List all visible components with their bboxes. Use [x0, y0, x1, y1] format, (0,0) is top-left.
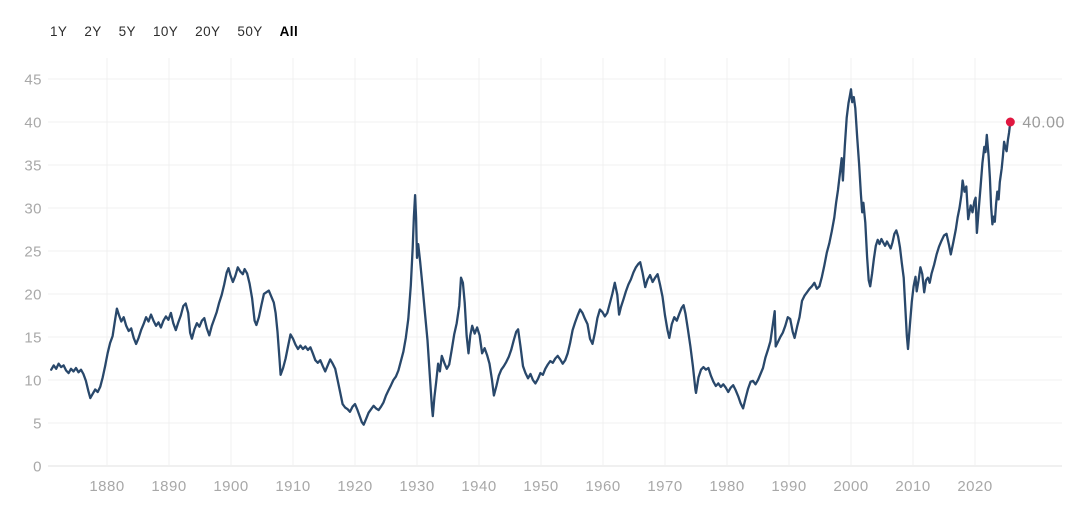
svg-text:1910: 1910 [275, 478, 310, 495]
y-axis-tick-labels: 0 5 10 15 20 25 30 35 40 45 [24, 72, 42, 476]
pe-ratio-series-line [50, 88, 1012, 426]
svg-text:1940: 1940 [461, 478, 496, 495]
svg-text:5: 5 [33, 416, 42, 433]
range-button-1y[interactable]: 1Y [50, 24, 68, 39]
range-button-5y[interactable]: 5Y [118, 24, 136, 39]
svg-text:0: 0 [33, 459, 42, 476]
svg-text:45: 45 [24, 72, 42, 89]
vertical-gridlines [106, 58, 976, 466]
horizontal-gridlines [48, 78, 1062, 467]
svg-text:20: 20 [24, 287, 42, 304]
svg-text:1950: 1950 [523, 478, 558, 495]
svg-text:35: 35 [24, 158, 42, 175]
svg-text:1970: 1970 [647, 478, 682, 495]
svg-text:1980: 1980 [709, 478, 744, 495]
svg-text:40: 40 [24, 115, 42, 132]
svg-text:1900: 1900 [213, 478, 248, 495]
svg-text:1920: 1920 [337, 478, 372, 495]
svg-text:10: 10 [24, 373, 42, 390]
svg-text:15: 15 [24, 330, 42, 347]
current-value-label: 40.00 [1022, 115, 1065, 132]
svg-text:1930: 1930 [399, 478, 434, 495]
svg-text:1990: 1990 [771, 478, 806, 495]
svg-text:2010: 2010 [895, 478, 930, 495]
range-button-all[interactable]: All [279, 24, 299, 39]
range-button-20y[interactable]: 20Y [195, 24, 221, 39]
svg-text:2000: 2000 [833, 478, 868, 495]
svg-text:1960: 1960 [585, 478, 620, 495]
current-value-dot [1005, 117, 1015, 127]
svg-text:25: 25 [24, 244, 42, 261]
range-button-2y[interactable]: 2Y [84, 24, 102, 39]
range-button-50y[interactable]: 50Y [237, 24, 263, 39]
svg-text:2020: 2020 [957, 478, 992, 495]
svg-text:30: 30 [24, 201, 42, 218]
x-axis-tick-labels: 1880 1890 1900 1910 1920 1930 1940 1950 1960 1970… [89, 478, 992, 495]
svg-text:1890: 1890 [151, 478, 186, 495]
time-range-toolbar: 1Y 2Y 5Y 10Y 20Y 50Y All [50, 23, 298, 40]
svg-text:1880: 1880 [89, 478, 124, 495]
range-button-10y[interactable]: 10Y [152, 24, 179, 39]
